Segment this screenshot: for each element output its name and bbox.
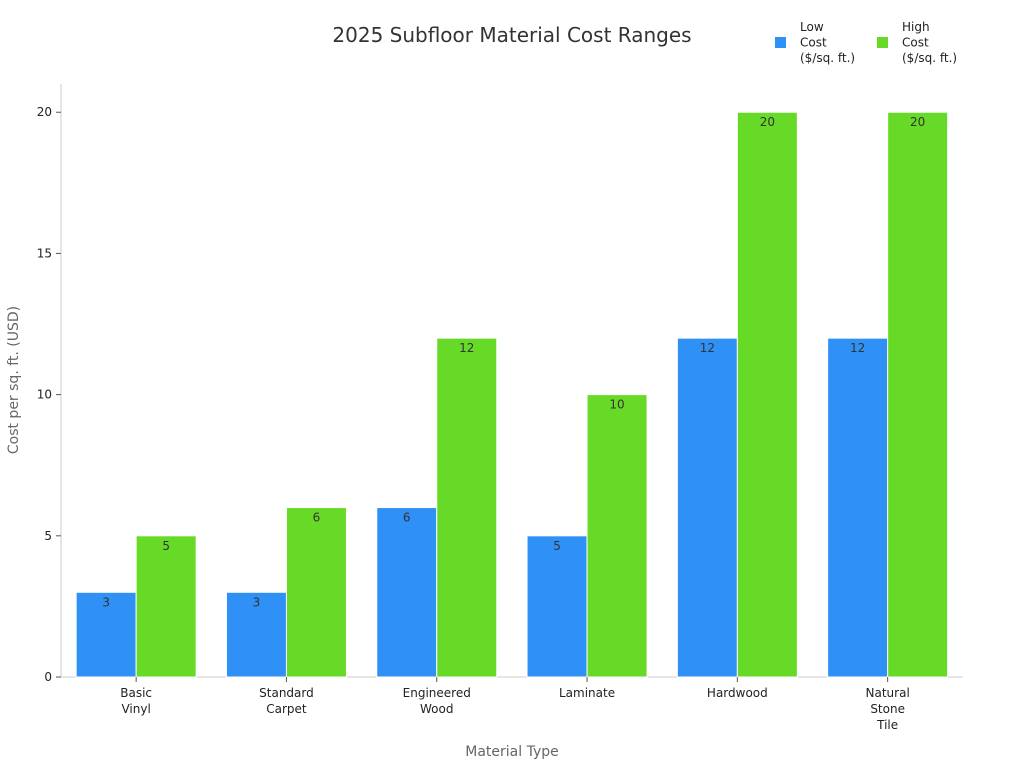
bar-value-label: 10 [609, 398, 624, 412]
bar-high[interactable] [285, 507, 347, 678]
x-tick-label: Laminate [559, 686, 615, 700]
bar-low[interactable] [676, 337, 738, 678]
legend-label: Low Cost ($/sq. ft.) [800, 20, 855, 65]
bar-high[interactable] [436, 337, 498, 678]
y-axis-title: Cost per sq. ft. (USD) [6, 306, 22, 454]
y-tick-label: 15 [37, 246, 52, 260]
bar-low[interactable] [75, 591, 137, 678]
y-tick-label: 0 [44, 670, 52, 684]
legend-item-high[interactable]: High Cost ($/sq. ft.) [877, 20, 957, 65]
legend-swatch [877, 37, 888, 48]
bar-high[interactable] [887, 111, 949, 678]
bar-value-label: 20 [910, 115, 925, 129]
y-tick-label: 5 [44, 529, 52, 543]
bar-low[interactable] [526, 535, 588, 678]
bar-value-label: 5 [162, 539, 170, 553]
bar-value-label: 6 [403, 511, 411, 525]
bar-value-label: 12 [700, 341, 715, 355]
bar-high[interactable] [586, 394, 648, 678]
x-axis-title: Material Type [465, 744, 558, 760]
legend-label: High Cost ($/sq. ft.) [902, 20, 957, 65]
bar-high[interactable] [135, 535, 197, 678]
legend[interactable]: Low Cost ($/sq. ft.) High Cost ($/sq. ft.) [775, 20, 957, 65]
bar-low[interactable] [827, 337, 889, 678]
bar-value-label: 3 [102, 595, 110, 609]
x-tick-label: Standard Carpet [259, 686, 314, 716]
legend-item-low[interactable]: Low Cost ($/sq. ft.) [775, 20, 855, 65]
bar-value-label: 20 [760, 115, 775, 129]
legend-swatch [775, 37, 786, 48]
x-tick-label: Basic Vinyl [120, 686, 152, 716]
x-tick-label: Natural Stone Tile [866, 686, 910, 732]
bar-low[interactable] [376, 507, 438, 678]
bar-value-label: 3 [253, 595, 261, 609]
x-tick-label: Engineered Wood [403, 686, 471, 716]
x-tick-label: Hardwood [707, 686, 768, 700]
bar-value-label: 12 [459, 341, 474, 355]
bar-value-label: 12 [850, 341, 865, 355]
bar-value-label: 6 [313, 511, 321, 525]
y-tick-label: 20 [37, 105, 52, 119]
bar-low[interactable] [225, 591, 287, 678]
chart-title: 2025 Subfloor Material Cost Ranges [332, 23, 691, 47]
bar-high[interactable] [736, 111, 798, 678]
plot-area: 0 5 10 15 20 3 5 Basic Vinyl 3 6 Standard Carpet 6 12 E… [37, 84, 963, 732]
y-tick-label: 10 [37, 388, 52, 402]
bar-value-label: 5 [553, 539, 561, 553]
